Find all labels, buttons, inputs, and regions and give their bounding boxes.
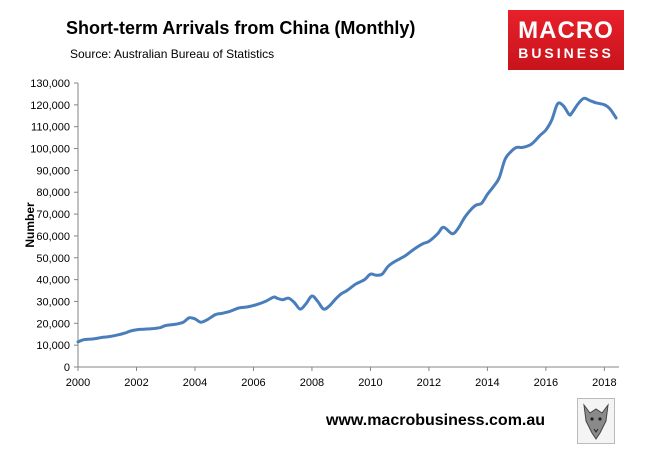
y-tick-label: 20,000 xyxy=(36,318,70,330)
y-tick-label: 40,000 xyxy=(36,275,70,287)
y-tick-label: 0 xyxy=(64,362,70,374)
x-tick-label: 2016 xyxy=(534,377,558,389)
x-tick-label: 2014 xyxy=(475,377,499,389)
y-axis-label: Number xyxy=(23,202,37,248)
x-tick-label: 2018 xyxy=(592,377,616,389)
x-tick-label: 2012 xyxy=(417,377,441,389)
logo-line1: MACRO xyxy=(518,17,614,44)
y-tick-label: 100,000 xyxy=(30,144,70,156)
x-tick-label: 2006 xyxy=(241,377,265,389)
y-tick-label: 130,000 xyxy=(30,78,70,90)
series-line xyxy=(76,96,618,344)
y-tick-label: 50,000 xyxy=(36,253,70,265)
wolf-logo-icon xyxy=(577,398,615,444)
y-tick-label: 30,000 xyxy=(36,296,70,308)
y-tick-label: 70,000 xyxy=(36,209,70,221)
x-tick-label: 2004 xyxy=(183,377,207,389)
y-tick-label: 110,000 xyxy=(31,122,70,134)
macrobusiness-logo: MACRO BUSINESS xyxy=(508,10,624,70)
y-tick-label: 80,000 xyxy=(36,187,70,199)
x-tick-label: 2010 xyxy=(358,377,382,389)
chart-title: Short-term Arrivals from China (Monthly) xyxy=(66,18,416,38)
y-tick-label: 90,000 xyxy=(36,165,70,177)
x-tick-label: 2000 xyxy=(66,377,90,389)
chart-source: Source: Australian Bureau of Statistics xyxy=(70,47,275,61)
logo-line2: BUSINESS xyxy=(518,45,614,61)
x-tick-label: 2008 xyxy=(300,377,324,389)
y-tick-label: 120,000 xyxy=(30,100,70,112)
x-tick-label: 2002 xyxy=(124,377,148,389)
y-tick-label: 60,000 xyxy=(36,231,70,243)
website-url: www.macrobusiness.com.au xyxy=(326,412,546,429)
y-tick-label: 10,000 xyxy=(36,340,70,352)
